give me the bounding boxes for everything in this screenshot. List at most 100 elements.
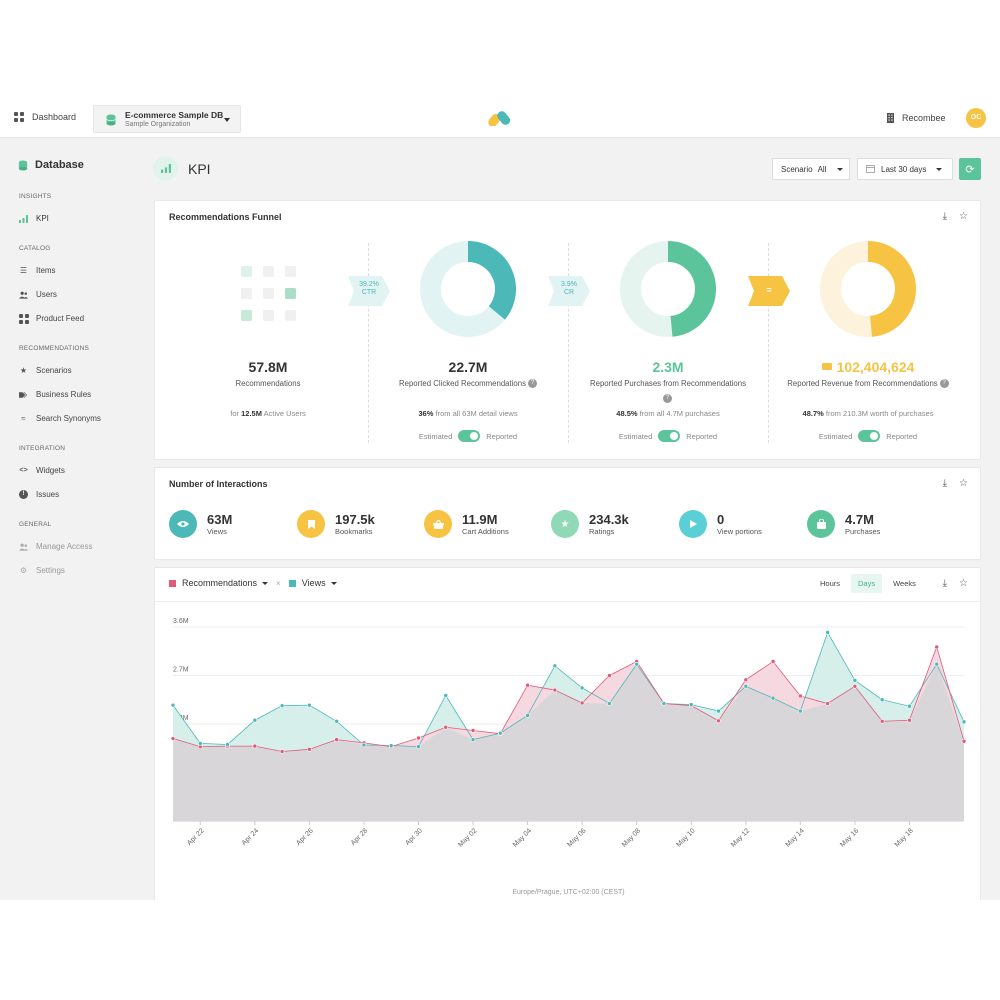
date-range-select[interactable]: Last 30 days: [857, 158, 953, 180]
company-link[interactable]: Recombee: [887, 113, 946, 123]
recommendations-point[interactable]: [170, 736, 176, 741]
scenario-select[interactable]: Scenario All: [772, 158, 850, 180]
purchases-label: Purchases: [845, 526, 881, 536]
recommendations-point[interactable]: [525, 682, 530, 688]
views-point[interactable]: [770, 695, 776, 701]
views-point[interactable]: [852, 678, 858, 683]
recommendations-point[interactable]: [961, 738, 967, 744]
download-icon[interactable]: ⤓: [942, 478, 948, 489]
recommendations-point[interactable]: [252, 743, 258, 749]
estimated-reported-toggle[interactable]: [658, 430, 681, 442]
series-recommendations-select[interactable]: Recommendations: [182, 578, 269, 588]
recommendations-point[interactable]: [879, 719, 885, 724]
recommendations-point[interactable]: [579, 700, 585, 706]
recommendations-point[interactable]: [907, 717, 912, 723]
refresh-button[interactable]: ⟳: [959, 158, 981, 180]
views-point[interactable]: [225, 742, 230, 747]
help-icon[interactable]: ?: [939, 379, 949, 389]
interaction-purchases: 4.7M Purchases: [807, 510, 880, 538]
recommendations-point[interactable]: [334, 737, 339, 742]
organization-name: Sample Organization: [125, 121, 191, 128]
database-selector[interactable]: E-commerce Sample DB Sample Organization: [93, 105, 241, 133]
recommendations-point[interactable]: [934, 644, 940, 650]
recommendations-point[interactable]: [443, 724, 449, 730]
sidebar-item-kpi[interactable]: KPI: [19, 214, 49, 223]
views-point[interactable]: [688, 702, 694, 707]
views-point[interactable]: [307, 702, 312, 708]
sidebar-item-widgets[interactable]: <> Widgets: [19, 466, 65, 475]
star-outline-icon[interactable]: ☆: [959, 211, 968, 222]
views-point[interactable]: [279, 703, 285, 708]
recommendations-point[interactable]: [552, 687, 558, 693]
remove-series-icon[interactable]: ×: [276, 578, 281, 588]
sidebar-item-issues[interactable]: ! Issues: [19, 490, 59, 499]
views-point[interactable]: [825, 630, 830, 635]
recommendations-point[interactable]: [307, 747, 312, 752]
help-icon[interactable]: ?: [527, 379, 537, 389]
views-point[interactable]: [525, 713, 530, 718]
views-point[interactable]: [579, 685, 585, 691]
recommendations-point[interactable]: [798, 693, 803, 699]
views-point[interactable]: [498, 730, 503, 736]
recommendations-point[interactable]: [825, 701, 830, 706]
views-point[interactable]: [607, 701, 612, 706]
sidebar-item-business-rules[interactable]: Business Rules: [19, 390, 91, 399]
dashboard-link[interactable]: Dashboard: [14, 112, 76, 122]
x-tick-label: May 16: [839, 827, 860, 848]
equals-arrow: [748, 276, 790, 306]
views-point[interactable]: [934, 661, 940, 667]
views-point[interactable]: [416, 744, 421, 749]
star-outline-icon[interactable]: ☆: [959, 578, 968, 589]
views-point[interactable]: [170, 702, 176, 708]
company-label: Recombee: [902, 113, 946, 123]
recommendations-point[interactable]: [770, 659, 776, 664]
bookmarks-value: 197.5k: [335, 511, 375, 527]
sidebar-item-users[interactable]: Users: [19, 290, 57, 299]
tab-weeks[interactable]: Weeks: [893, 579, 916, 588]
views-point[interactable]: [388, 743, 394, 748]
x-tick-label: May 02: [457, 827, 478, 848]
star-outline-icon[interactable]: ☆: [959, 478, 968, 489]
sidebar-item-manage-access[interactable]: Manage Access: [19, 542, 92, 551]
views-point[interactable]: [470, 737, 476, 742]
sidebar-item-search-synonyms[interactable]: ≈ Search Synonyms: [19, 414, 101, 423]
sidebar-item-label: Settings: [36, 566, 65, 575]
sidebar-item-product-feed[interactable]: Product Feed: [18, 313, 84, 324]
views-point[interactable]: [361, 742, 367, 748]
help-icon[interactable]: ?: [663, 390, 672, 408]
views-point[interactable]: [798, 708, 803, 714]
tab-hours[interactable]: Hours: [820, 579, 841, 588]
download-icon[interactable]: ⤓: [942, 578, 948, 589]
legend-swatch: [288, 579, 296, 587]
views-point[interactable]: [334, 719, 339, 724]
clicked-value: 22.7M: [448, 359, 488, 375]
download-icon[interactable]: ⤓: [942, 211, 948, 222]
views-point[interactable]: [716, 708, 721, 714]
sidebar-item-settings[interactable]: ⚙ Settings: [19, 566, 65, 575]
views-point[interactable]: [252, 717, 258, 723]
views-point[interactable]: [907, 703, 912, 709]
views-point[interactable]: [443, 693, 449, 698]
recommendations-point[interactable]: [470, 728, 476, 733]
tab-days[interactable]: Days: [851, 574, 883, 593]
estimated-reported-toggle[interactable]: [458, 430, 481, 442]
estimated-reported-toggle[interactable]: [858, 430, 881, 442]
bar-chart-icon: [153, 156, 178, 181]
user-avatar[interactable]: OC: [966, 108, 986, 128]
sidebar-item-scenarios[interactable]: ★ Scenarios: [19, 366, 72, 375]
series-views-select[interactable]: Views: [302, 578, 337, 588]
recommendations-point[interactable]: [743, 677, 749, 683]
views-point[interactable]: [961, 719, 967, 725]
recommendations-point[interactable]: [416, 735, 421, 741]
views-point[interactable]: [879, 697, 885, 703]
views-point[interactable]: [661, 701, 667, 706]
recommendations-point[interactable]: [607, 673, 612, 678]
sidebar-item-items[interactable]: ☰ Items: [19, 266, 56, 275]
views-point[interactable]: [197, 741, 203, 746]
views-point[interactable]: [634, 661, 639, 667]
views-point[interactable]: [552, 663, 558, 669]
recommendations-point[interactable]: [279, 749, 285, 754]
recommendations-point[interactable]: [716, 718, 721, 724]
recommendations-point[interactable]: [852, 683, 858, 689]
views-point[interactable]: [743, 683, 749, 689]
